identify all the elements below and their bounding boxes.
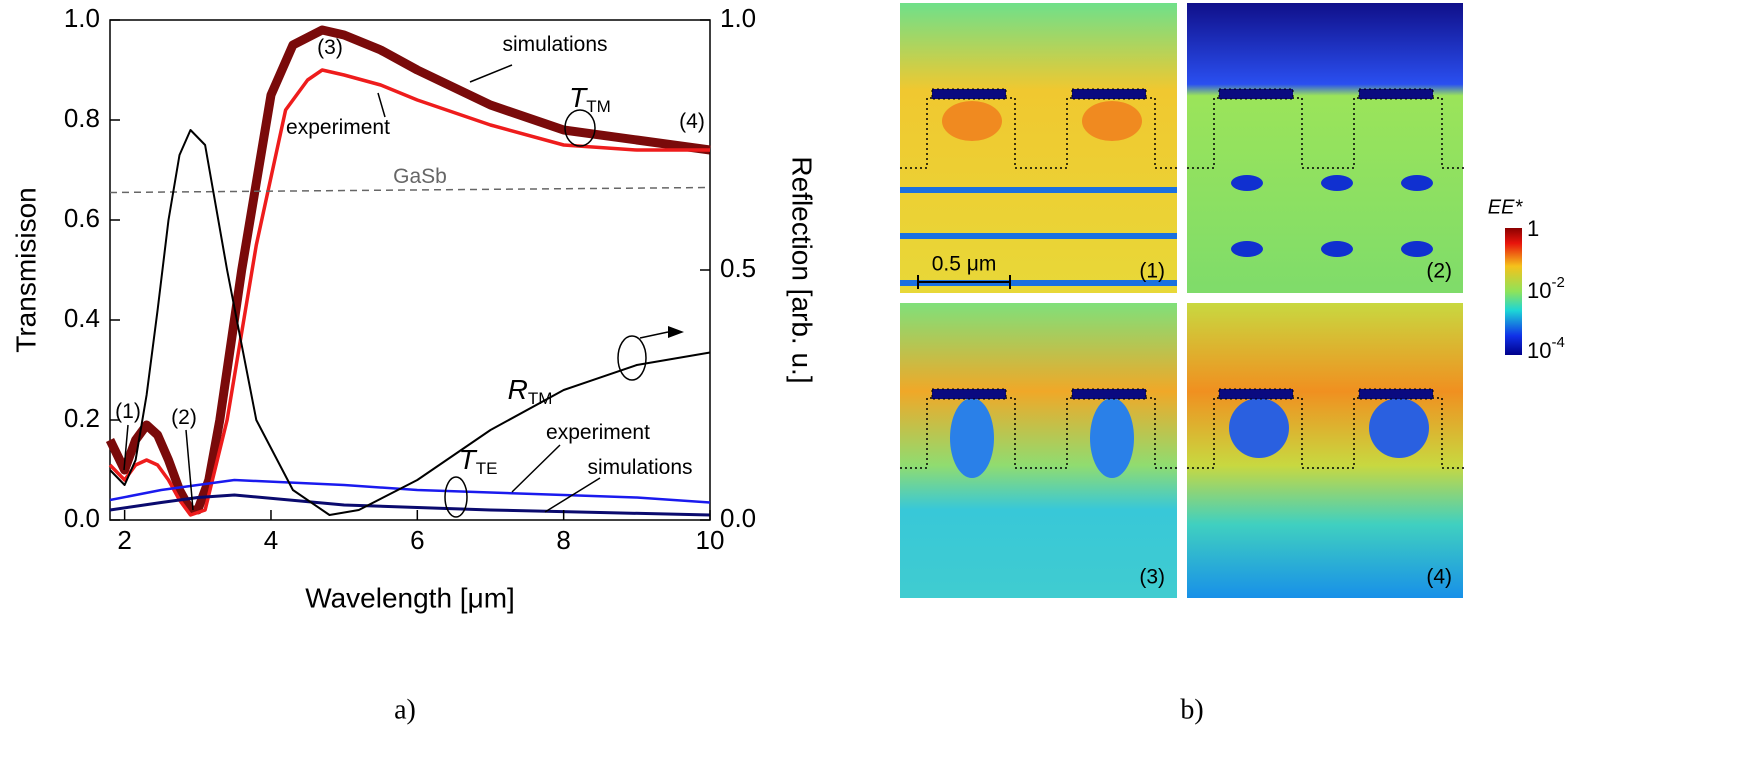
annotation: (3)	[317, 36, 343, 59]
series-line	[109, 129, 711, 516]
annotation-text: (4)	[679, 110, 705, 133]
annotation-sub: TM	[528, 389, 553, 408]
scale-bar-label: 0.5 μm	[932, 253, 997, 276]
annotation: GaSb	[393, 165, 447, 188]
y2-tick-label: 0.0	[720, 503, 756, 533]
map-label: (3)	[1139, 566, 1165, 589]
annotation: RTM	[508, 374, 553, 408]
y2-axis-label: Reflection [arb. u.]	[787, 156, 818, 383]
series-line	[109, 186, 711, 194]
annotation: (4)	[679, 110, 705, 133]
annotation-text: GaSb	[393, 165, 447, 188]
colorbar	[1505, 228, 1522, 355]
map-label: (1)	[1139, 260, 1165, 283]
annotation: TTE	[459, 444, 498, 478]
y-tick-label: 0.6	[64, 203, 100, 233]
annotation-text: simulations	[502, 33, 607, 56]
series-line	[109, 478, 711, 504]
y-tick-label: 0.2	[64, 403, 100, 433]
annotation-text: simulations	[587, 456, 692, 479]
plot-area	[105, 25, 711, 517]
colorbar-title: EE*	[1488, 196, 1524, 218]
annotation-text: experiment	[286, 116, 390, 139]
y-axis-label: Transmisison	[10, 187, 41, 352]
field-map	[1186, 303, 1465, 598]
map-label: (4)	[1426, 566, 1452, 589]
y2-tick-label: 0.5	[720, 253, 756, 283]
colorbar-tick-base: 10	[1527, 278, 1551, 303]
series-line	[109, 493, 711, 517]
annotation: experiment	[546, 421, 650, 444]
field-map	[1186, 3, 1465, 293]
annotation-text: T	[569, 82, 588, 113]
x-tick-label: 6	[410, 525, 424, 555]
annotation-text: (1)	[115, 400, 141, 423]
field-map	[899, 303, 1178, 598]
colorbar-tick-label: 10-2	[1527, 274, 1565, 303]
colorbar-tick-exp: -2	[1551, 274, 1564, 291]
annotation: (1)	[115, 400, 141, 423]
annotation-text: (3)	[317, 36, 343, 59]
plot-frame	[109, 19, 711, 521]
annotation: simulations	[502, 33, 607, 56]
x-tick-label: 4	[264, 525, 278, 555]
panel-label: a)	[394, 694, 416, 725]
field-map	[899, 3, 1178, 293]
annotation: experiment	[286, 116, 390, 139]
colorbar-tick-label: 10-4	[1527, 334, 1565, 363]
colorbar-tick-base: 10	[1527, 338, 1551, 363]
x-tick-label: 8	[556, 525, 570, 555]
series-line	[108, 68, 710, 517]
arrow-head	[668, 326, 684, 338]
annotation-shapes	[123, 64, 669, 518]
y2-tick-label: 1.0	[720, 3, 756, 33]
x-tick-label: 2	[117, 525, 131, 555]
scale-bar	[917, 275, 1011, 289]
annotation-text: R	[508, 374, 528, 405]
series-line	[105, 25, 711, 515]
panel-label: b)	[1180, 694, 1203, 725]
y-tick-label: 0.0	[64, 503, 100, 533]
annotation-text: experiment	[546, 421, 650, 444]
map-label: (2)	[1426, 260, 1452, 283]
x-axis-label: Wavelength [μm]	[305, 582, 515, 613]
annotation-text: (2)	[171, 406, 197, 429]
annotation-text: T	[459, 444, 478, 475]
y-tick-label: 1.0	[64, 3, 100, 33]
y-tick-label: 0.4	[64, 303, 100, 333]
annotation-sub: TE	[476, 459, 498, 478]
colorbar-tick-label: 1	[1527, 216, 1539, 241]
annotation: TTM	[569, 82, 611, 116]
colorbar-tick-exp: -4	[1551, 334, 1564, 351]
y-tick-label: 0.8	[64, 103, 100, 133]
annotation-sub: TM	[586, 97, 611, 116]
annotation: (2)	[171, 406, 197, 429]
colorbar-tick-base: 1	[1527, 216, 1539, 241]
annotation: simulations	[587, 456, 692, 479]
x-tick-label: 10	[696, 525, 725, 555]
